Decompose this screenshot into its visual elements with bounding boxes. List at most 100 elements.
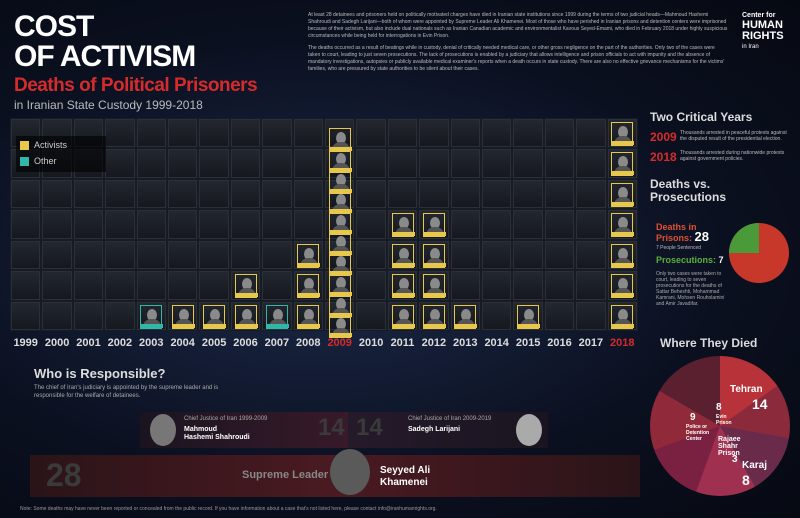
victim-portrait[interactable] <box>297 243 321 268</box>
prison-cell <box>105 149 135 178</box>
portrait-body <box>331 183 350 192</box>
victim-portrait[interactable] <box>328 252 352 277</box>
intro-text: At least 28 detainees and prisoners held… <box>308 12 728 78</box>
victim-portrait[interactable] <box>203 304 227 329</box>
year-label: 2007 <box>264 337 290 349</box>
victim-portrait[interactable] <box>234 274 258 299</box>
prison-cell <box>482 271 512 300</box>
portrait-head <box>304 308 315 321</box>
sl-role: Supreme Leader <box>242 469 329 481</box>
portrait-head <box>618 247 629 260</box>
legend-other-swatch <box>20 156 29 166</box>
victim-portrait[interactable] <box>454 304 478 329</box>
victim-portrait[interactable] <box>265 304 289 329</box>
victim-portrait[interactable] <box>328 210 352 235</box>
victim-portrait[interactable] <box>422 304 446 329</box>
victim-portrait[interactable] <box>328 231 352 256</box>
portrait-head <box>335 194 346 207</box>
year-label: 2005 <box>201 337 227 349</box>
year-label: 2008 <box>296 337 321 349</box>
intro-paragraph-1: At least 28 detainees and prisoners held… <box>308 12 728 39</box>
year-label: 2000 <box>44 337 70 349</box>
prison-cell <box>544 210 575 239</box>
victim-portrait[interactable] <box>391 213 415 238</box>
victim-portrait[interactable] <box>171 304 195 329</box>
prison-cell-grid <box>10 118 638 339</box>
year-2018-item: 2018 Thousands arrested during nationwid… <box>650 150 795 164</box>
victim-portrait[interactable] <box>328 128 352 153</box>
victim-portrait[interactable] <box>611 274 635 299</box>
victim-portrait[interactable] <box>391 243 415 268</box>
j1-name1: Mahmoud <box>184 426 218 433</box>
prison-cell <box>293 179 323 209</box>
portrait-body <box>394 227 413 236</box>
year-label: 2002 <box>107 337 133 349</box>
portrait-body <box>300 288 319 297</box>
prison-cell <box>544 271 575 300</box>
year-label: 2004 <box>170 337 195 349</box>
portrait-body <box>425 318 444 327</box>
prison-cell <box>576 301 606 330</box>
victim-portrait[interactable] <box>611 182 635 207</box>
victim-portrait[interactable] <box>328 169 352 194</box>
prison-cell <box>42 240 72 270</box>
portrait-body <box>331 204 350 213</box>
portrait-tag <box>612 232 635 237</box>
victim-portrait[interactable] <box>234 304 258 329</box>
year-label: 2010 <box>358 337 384 349</box>
victim-portrait[interactable] <box>422 213 446 238</box>
prison-cell <box>230 210 261 239</box>
prison-cell <box>199 240 229 270</box>
victim-portrait[interactable] <box>611 243 635 268</box>
prison-cell <box>356 271 386 300</box>
portrait-head <box>335 235 346 248</box>
prison-cell <box>387 149 418 178</box>
portrait-tag <box>329 271 352 276</box>
victim-portrait[interactable] <box>611 213 635 238</box>
period: in Iranian State Custody 1999-2018 <box>14 98 203 112</box>
prison-cell <box>42 301 72 330</box>
victim-portrait[interactable] <box>140 304 164 329</box>
prison-cell <box>11 301 41 330</box>
victim-portrait[interactable] <box>391 274 415 299</box>
portrait-head <box>304 247 315 260</box>
victim-portrait[interactable] <box>517 304 541 329</box>
year-label: 2009 <box>327 337 352 349</box>
victim-portrait[interactable] <box>328 190 352 215</box>
victim-portrait[interactable] <box>328 314 352 339</box>
portrait-tag <box>612 262 635 267</box>
victim-portrait[interactable] <box>328 148 352 173</box>
portrait-body <box>520 318 539 327</box>
chri-logo[interactable]: Center for HUMAN RIGHTS in Iran <box>742 12 792 53</box>
portrait-tag <box>329 147 352 152</box>
victim-portrait[interactable] <box>297 274 321 299</box>
sl-name2: Khamenei <box>380 477 428 488</box>
victim-portrait[interactable] <box>611 304 635 329</box>
victim-portrait[interactable] <box>297 304 321 329</box>
portrait-head <box>429 247 440 260</box>
prison-cell <box>105 301 135 330</box>
portrait-tag <box>329 229 352 234</box>
dvp-title-2: Prosecutions <box>650 190 727 204</box>
deaths-prosecutions-block: Deaths in Prisons: 28 7 People Sentenced… <box>656 222 726 307</box>
portrait-body <box>331 328 350 337</box>
prison-cell <box>105 271 135 300</box>
critical-years-title: Two Critical Years <box>650 110 753 124</box>
portrait-head <box>398 247 409 260</box>
prison-cell <box>199 119 229 148</box>
evin-count: 8 <box>716 402 722 413</box>
portrait-head <box>335 173 346 186</box>
victim-portrait[interactable] <box>422 243 446 268</box>
year-label: 2013 <box>453 337 478 349</box>
victim-portrait[interactable] <box>328 272 352 297</box>
prison-cell <box>450 149 480 178</box>
year-label: 2003 <box>139 337 164 349</box>
prosecutions-value: 7 <box>718 255 724 265</box>
prison-cell <box>230 179 261 209</box>
victim-portrait[interactable] <box>391 304 415 329</box>
victim-portrait[interactable] <box>611 152 635 177</box>
victim-portrait[interactable] <box>328 293 352 318</box>
victim-portrait[interactable] <box>611 122 635 146</box>
victim-portrait[interactable] <box>422 274 446 299</box>
legend-activists-swatch <box>20 140 29 150</box>
